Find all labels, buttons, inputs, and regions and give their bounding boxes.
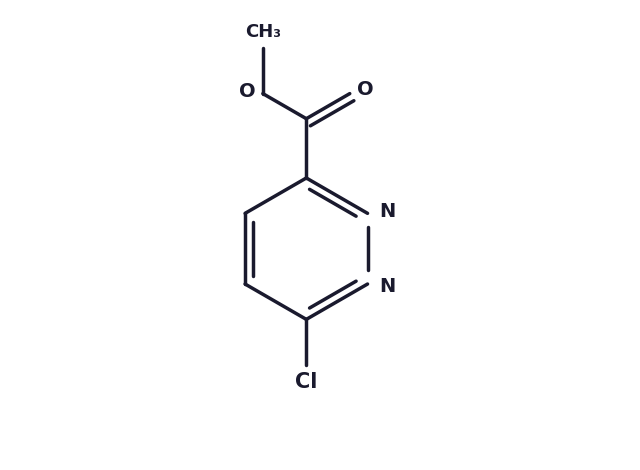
- Text: O: O: [239, 82, 256, 101]
- Text: CH₃: CH₃: [245, 23, 281, 41]
- Text: N: N: [379, 277, 395, 296]
- Text: O: O: [356, 79, 373, 99]
- Text: Cl: Cl: [295, 372, 317, 392]
- Text: N: N: [379, 202, 395, 220]
